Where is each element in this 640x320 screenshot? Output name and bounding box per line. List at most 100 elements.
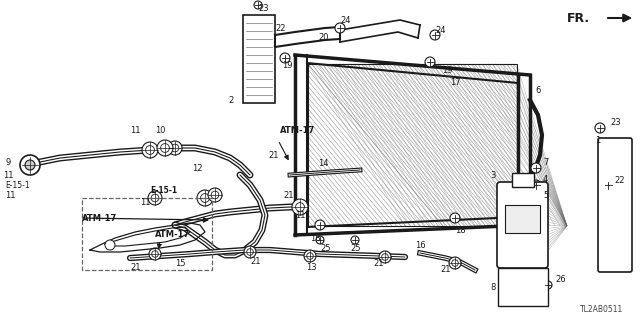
- Text: 3: 3: [490, 171, 495, 180]
- Circle shape: [161, 144, 170, 152]
- Text: 17: 17: [450, 77, 461, 86]
- Bar: [82, 198, 212, 270]
- Circle shape: [146, 146, 154, 155]
- Circle shape: [20, 155, 40, 175]
- Circle shape: [544, 281, 552, 289]
- Circle shape: [244, 246, 256, 258]
- Text: 26: 26: [555, 276, 566, 284]
- Text: 12: 12: [192, 164, 202, 172]
- FancyBboxPatch shape: [598, 138, 632, 272]
- Circle shape: [595, 123, 605, 133]
- Circle shape: [246, 249, 253, 255]
- Text: 16: 16: [415, 241, 426, 250]
- Circle shape: [450, 213, 460, 223]
- Text: TL2AB0511: TL2AB0511: [580, 306, 623, 315]
- Circle shape: [381, 254, 388, 260]
- Text: 18: 18: [455, 226, 466, 235]
- Text: 11: 11: [130, 125, 141, 134]
- Text: 15: 15: [175, 260, 186, 268]
- Circle shape: [307, 253, 314, 259]
- Text: 5: 5: [543, 190, 548, 199]
- Text: 21: 21: [283, 190, 294, 199]
- Text: 21: 21: [268, 150, 278, 159]
- Circle shape: [296, 203, 305, 212]
- Circle shape: [151, 194, 159, 202]
- Circle shape: [531, 180, 541, 190]
- Circle shape: [197, 190, 213, 206]
- Circle shape: [26, 161, 35, 169]
- Text: 25: 25: [320, 244, 330, 252]
- Circle shape: [304, 250, 316, 262]
- Bar: [308, 64, 517, 226]
- Text: 21: 21: [250, 257, 260, 266]
- Text: 23: 23: [610, 117, 621, 126]
- Text: E-15-1: E-15-1: [150, 186, 177, 195]
- Circle shape: [292, 199, 308, 215]
- Circle shape: [452, 260, 458, 266]
- Text: ATM-17: ATM-17: [280, 125, 316, 134]
- Circle shape: [254, 1, 262, 9]
- Circle shape: [148, 191, 162, 205]
- Text: 19: 19: [442, 66, 452, 75]
- Text: 22: 22: [614, 175, 625, 185]
- Circle shape: [351, 236, 359, 244]
- Text: 6: 6: [535, 85, 540, 94]
- FancyBboxPatch shape: [497, 182, 548, 268]
- Text: 21: 21: [130, 262, 141, 271]
- Text: ATM-17: ATM-17: [155, 229, 190, 238]
- Text: 8: 8: [490, 283, 495, 292]
- Text: 14: 14: [318, 158, 328, 167]
- Circle shape: [379, 251, 391, 263]
- Text: 1: 1: [595, 135, 600, 145]
- Text: 21: 21: [440, 266, 451, 275]
- Text: FR.: FR.: [567, 12, 590, 25]
- Text: 24: 24: [435, 26, 445, 35]
- Circle shape: [603, 180, 613, 190]
- Circle shape: [105, 240, 115, 250]
- Text: 20: 20: [318, 33, 328, 42]
- Circle shape: [208, 188, 222, 202]
- Bar: [498, 268, 548, 306]
- Circle shape: [22, 157, 38, 173]
- Text: 13: 13: [306, 262, 317, 271]
- Circle shape: [425, 57, 435, 67]
- Circle shape: [157, 140, 173, 156]
- Text: E-15-1: E-15-1: [5, 180, 29, 189]
- Text: 11: 11: [5, 190, 15, 199]
- Text: 4: 4: [543, 174, 548, 183]
- Text: 25: 25: [350, 244, 360, 252]
- Text: 23: 23: [258, 4, 269, 12]
- Text: 11: 11: [3, 171, 13, 180]
- Circle shape: [280, 53, 290, 63]
- Circle shape: [315, 220, 325, 230]
- Text: ATM-17: ATM-17: [82, 213, 117, 222]
- Text: 22: 22: [275, 23, 285, 33]
- Bar: [505, 205, 540, 233]
- Text: 19: 19: [282, 60, 292, 69]
- Circle shape: [335, 23, 345, 33]
- Circle shape: [171, 144, 179, 152]
- Text: 11: 11: [140, 197, 150, 206]
- Text: 2: 2: [228, 95, 233, 105]
- Circle shape: [430, 30, 440, 40]
- Text: 21: 21: [373, 260, 383, 268]
- Circle shape: [152, 251, 158, 257]
- Circle shape: [200, 194, 209, 203]
- Text: 9: 9: [5, 157, 10, 166]
- Bar: [243, 15, 275, 103]
- Circle shape: [211, 191, 219, 199]
- Circle shape: [149, 248, 161, 260]
- Circle shape: [449, 257, 461, 269]
- Circle shape: [142, 142, 158, 158]
- Circle shape: [531, 163, 541, 173]
- Bar: [308, 64, 517, 226]
- Text: 10: 10: [155, 125, 166, 134]
- Bar: [512, 173, 534, 187]
- Text: 24: 24: [340, 15, 351, 25]
- Text: 11: 11: [295, 211, 305, 220]
- Circle shape: [168, 141, 182, 155]
- Text: 18: 18: [310, 234, 321, 243]
- Text: 7: 7: [543, 157, 548, 166]
- Circle shape: [316, 236, 324, 244]
- Circle shape: [25, 160, 35, 170]
